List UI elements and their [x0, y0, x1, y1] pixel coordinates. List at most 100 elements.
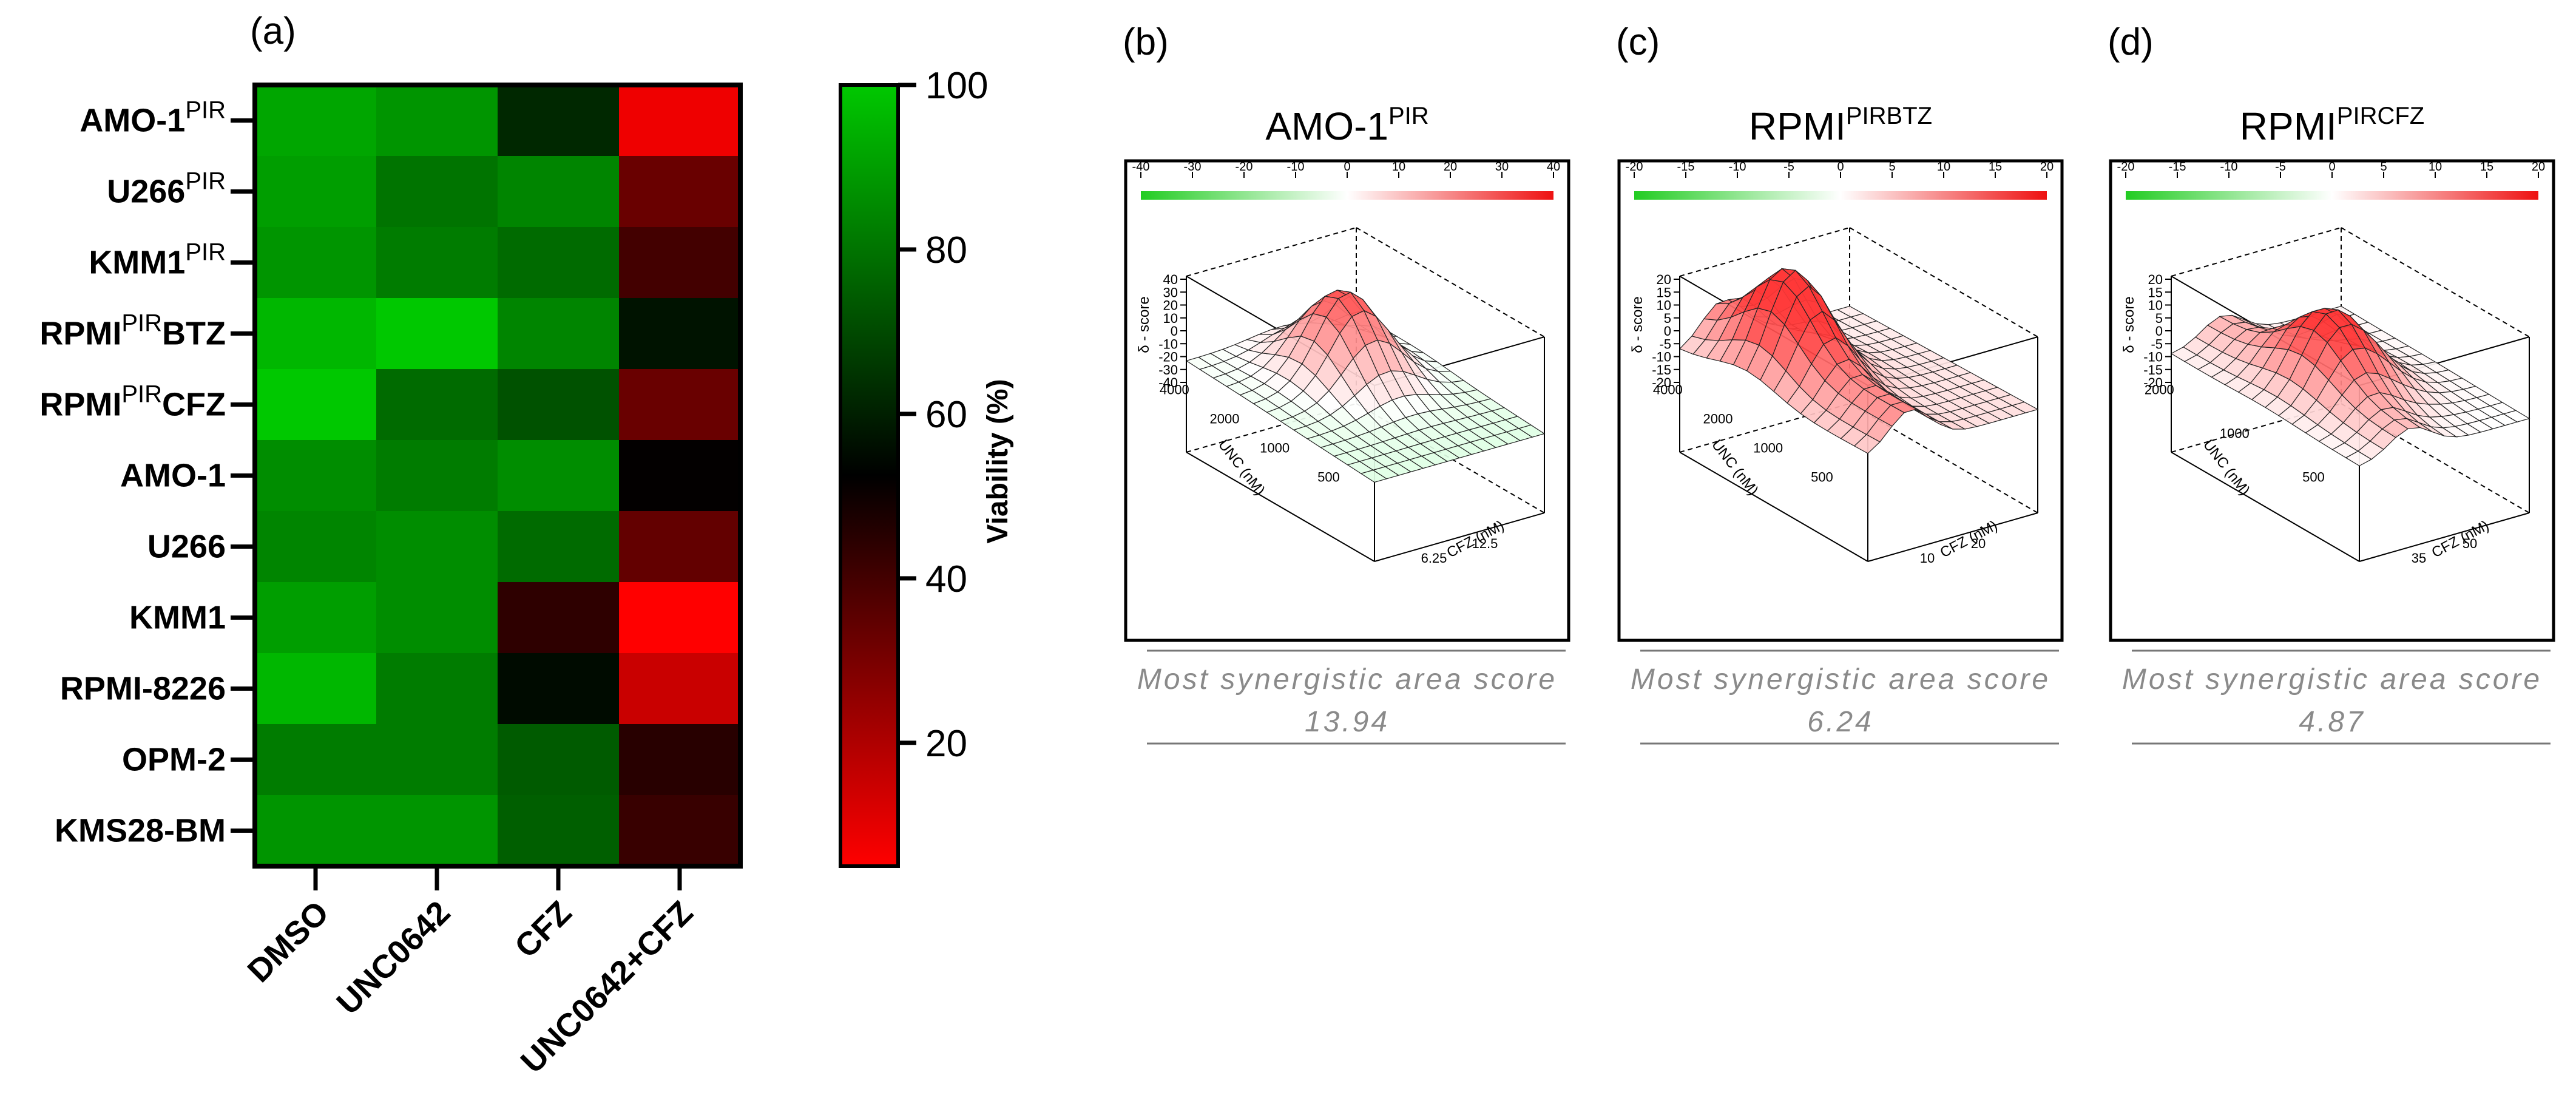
heatmap-cell — [619, 653, 741, 725]
colorbar-gradient — [839, 83, 900, 868]
z-tick-label: 40 — [1163, 272, 1178, 287]
z-axis-label: δ - score — [1136, 296, 1152, 353]
row-label-sup: PIR — [121, 381, 162, 408]
y-tick-label: 1000 — [2220, 425, 2250, 441]
z-tick-label: 10 — [1163, 311, 1178, 326]
surface-title-base: RPMI — [2240, 104, 2337, 148]
z-tick-label: -20 — [1158, 350, 1178, 365]
row-label: RPMI-8226 — [60, 671, 226, 707]
z-tick-label: -5 — [2151, 336, 2163, 351]
x-tick-label: 10 — [1920, 551, 1935, 566]
surface-title: AMO-1PIR — [1265, 103, 1428, 148]
scale-tick-label: 15 — [1989, 160, 2002, 174]
row-label-name: RPMI-8226 — [60, 671, 226, 707]
scale-tick-label: 20 — [2532, 160, 2545, 174]
z-tick-label: 0 — [1171, 324, 1178, 339]
surface-facet — [2011, 401, 2039, 413]
scale-tick-label: -20 — [2117, 160, 2135, 174]
heatmap-cell — [498, 724, 620, 796]
box-edge — [1849, 227, 2038, 337]
scale-tick-label: -40 — [1132, 160, 1150, 174]
heatmap-cell — [376, 156, 498, 228]
scale-tick-label: -20 — [1626, 160, 1643, 174]
heatmap-cell — [376, 227, 498, 299]
scale-tick-label: -10 — [1729, 160, 1746, 174]
row-label-sup: PIR — [121, 310, 162, 337]
col-label: UNC0642 — [330, 894, 457, 1022]
box-edge — [1374, 512, 1545, 562]
z-tick-label: -20 — [1652, 375, 1671, 390]
y-tick-label: 4000 — [1160, 382, 1189, 397]
heatmap-cell — [619, 582, 741, 654]
scale-tick-label: -5 — [1783, 160, 1794, 174]
heatmap-cell — [255, 440, 377, 512]
z-tick-label: 15 — [1657, 285, 1671, 300]
row-label: KMS28-BM — [55, 813, 226, 849]
heatmap-cell — [498, 440, 620, 512]
z-tick-label: -30 — [1158, 362, 1178, 378]
row-label-name: AMO-1 — [79, 103, 185, 139]
box-edge — [2341, 227, 2530, 337]
z-tick-label: 20 — [1163, 298, 1178, 313]
colorbar-tick-label: 40 — [925, 558, 967, 600]
y-tick-label: 500 — [1317, 469, 1340, 484]
heatmap-cell — [255, 724, 377, 796]
color-scale-bar — [1141, 191, 1553, 200]
surface-title: RPMIPIRBTZ — [1749, 103, 1932, 148]
synergy-score: 6.24 — [1807, 706, 1873, 738]
heatmap-cell — [255, 511, 377, 583]
heatmap-cell — [498, 227, 620, 299]
caption: Most synergistic area score — [1631, 663, 2050, 696]
y-tick-label: 500 — [1811, 469, 1833, 484]
y-tick-label: 2000 — [1703, 411, 1733, 426]
z-axis-label: δ - score — [2121, 296, 2137, 353]
row-label-sup: PIR — [185, 239, 226, 266]
panel-label: (d) — [2108, 21, 2154, 63]
scale-tick-label: -5 — [2275, 160, 2286, 174]
heatmap-cell — [619, 298, 741, 370]
surface-panel-d: (d)RPMIPIRCFZ-20 -15 -10 -5 0 5 10 15 2020151050… — [2108, 21, 2555, 745]
heatmap-cell — [255, 85, 377, 157]
row-label: KMM1 — [129, 600, 226, 636]
box-edge — [1679, 227, 1850, 277]
surface-title-sup: PIRBTZ — [1846, 103, 1932, 129]
heatmap-cell — [498, 795, 620, 867]
z-tick-label: -10 — [1652, 350, 1671, 365]
row-label-name: RPMI — [39, 316, 121, 352]
x-tick-label: 12.5 — [1472, 536, 1498, 551]
heatmap-cell — [255, 795, 377, 867]
colorbar-tick-label: 20 — [925, 723, 967, 765]
heatmap-cell — [376, 298, 498, 370]
heatmap-cell — [255, 653, 377, 725]
scale-tick-label: 20 — [1444, 160, 1457, 174]
z-tick-label: 5 — [1664, 311, 1671, 326]
colorbar: Viability (%) 100 80 60 40 20 — [839, 65, 1014, 868]
heatmap-cell — [498, 582, 620, 654]
box-edge — [1867, 512, 2038, 562]
row-label: AMO-1PIR — [79, 97, 226, 139]
scale-tick-label: 0 — [2328, 160, 2335, 174]
row-label: AMO-1 — [120, 458, 226, 494]
x-tick-label: 35 — [2412, 551, 2426, 566]
row-label: U266PIR — [107, 168, 226, 210]
surface-panel-b: (b)AMO-1PIR-40 -30 -20 -10 0 10 20 30 4040302010… — [1123, 21, 1570, 745]
colorbar-title: Viability (%) — [982, 379, 1014, 543]
z-tick-label: 5 — [2155, 311, 2163, 326]
box-edge — [1356, 227, 1545, 337]
surface-facet — [1518, 424, 1546, 438]
z-tick-label: -10 — [2143, 350, 2163, 365]
colorbar-tick-label: 100 — [925, 65, 988, 107]
heatmap-cell — [498, 156, 620, 228]
box-edge — [2359, 512, 2530, 562]
heatmap-cell — [376, 582, 498, 654]
heatmap-cell — [619, 369, 741, 441]
scale-tick-label: 30 — [1495, 160, 1509, 174]
row-label-name: KMS28-BM — [55, 813, 226, 849]
heatmap-cell — [619, 511, 741, 583]
heatmap-cell — [619, 440, 741, 512]
z-tick-label: -5 — [1659, 336, 1671, 351]
surface-facet — [2503, 410, 2530, 422]
heatmap-cell — [376, 724, 498, 796]
colorbar-tick-label: 60 — [925, 394, 967, 436]
